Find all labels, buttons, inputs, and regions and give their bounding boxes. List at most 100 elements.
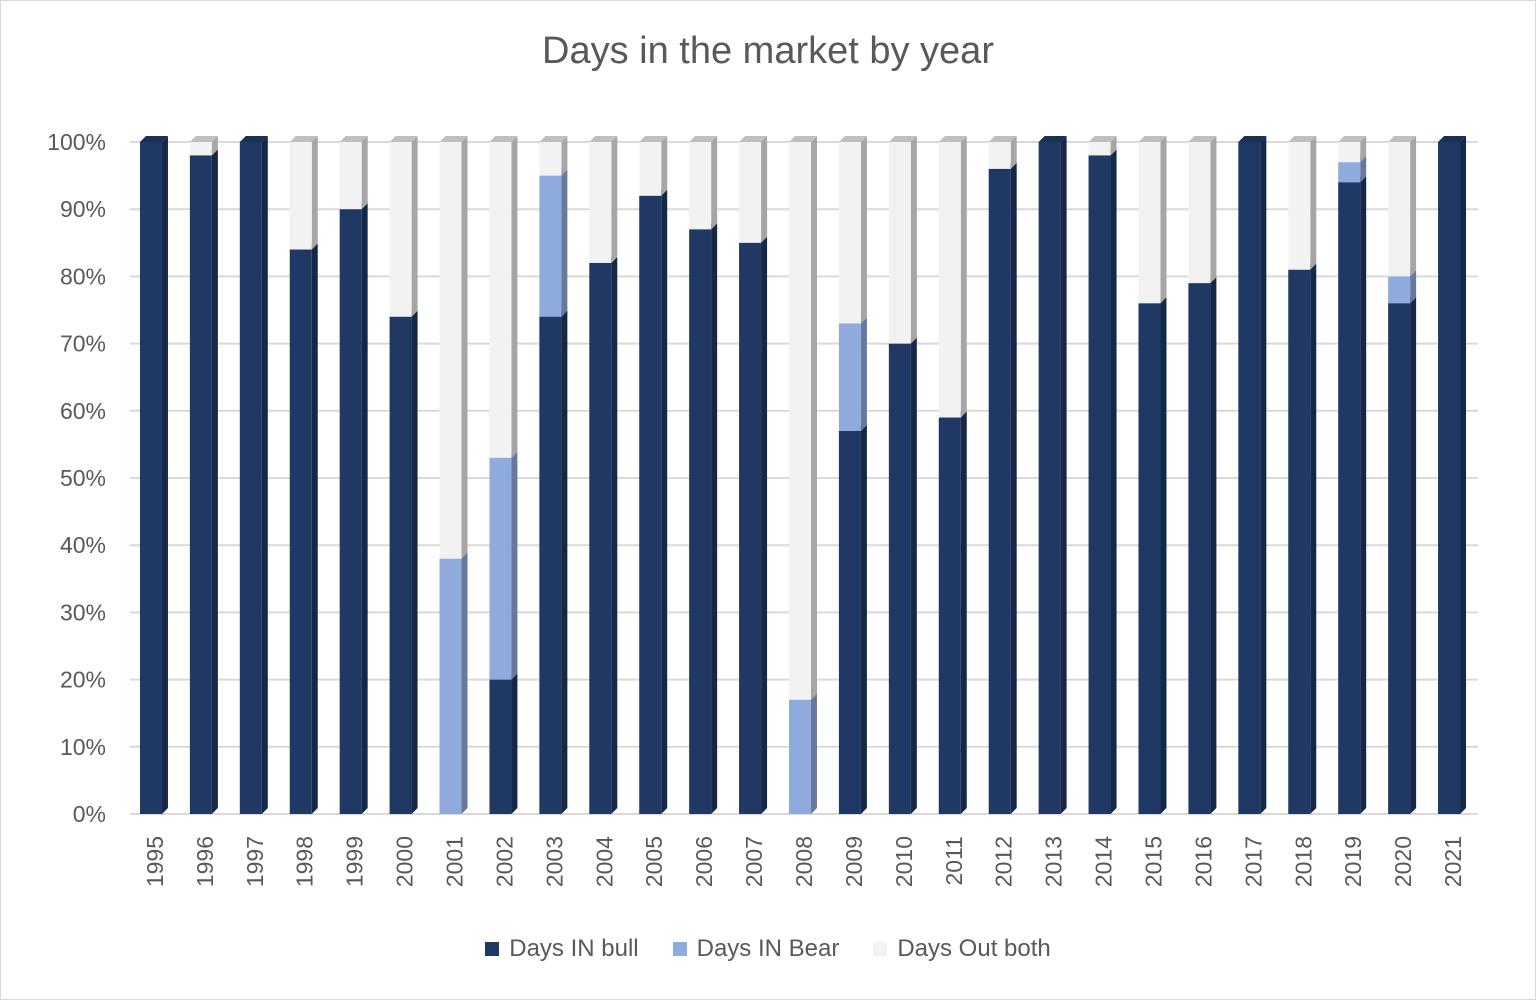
bar-side: [910, 337, 917, 814]
bar-side: [1410, 297, 1417, 814]
x-tick-label: 2020: [1390, 836, 1416, 887]
bar-side: [761, 136, 768, 243]
bar-side: [960, 411, 967, 814]
bar-top: [1288, 136, 1317, 142]
bar-days-out-both-2016: [1188, 136, 1217, 284]
bar-front: [1388, 276, 1411, 304]
bar-days-out-both-2014: [1088, 136, 1117, 156]
bar-front: [1038, 142, 1061, 814]
bar-days-out-both-2010: [888, 136, 917, 344]
bar-front: [1188, 142, 1211, 284]
x-tick-label: 2009: [841, 836, 867, 887]
bar-side: [561, 310, 568, 814]
bar-side: [661, 136, 668, 196]
bar-top: [289, 136, 318, 142]
bar-side: [211, 136, 218, 156]
bar-front: [1288, 269, 1311, 814]
bar-side: [1160, 136, 1167, 304]
bar-days-out-both-2002: [489, 136, 518, 458]
y-tick-label: 40%: [60, 532, 106, 558]
bar-days-in-bear-2008: [789, 693, 817, 814]
legend-swatch-bull: [485, 942, 500, 956]
bar-side: [1060, 136, 1067, 814]
x-tick-label: 2010: [891, 836, 917, 887]
bar-side: [910, 136, 917, 344]
bar-days-in-bull-1998: [289, 243, 318, 814]
bar-front: [938, 142, 961, 418]
bar-days-in-bull-2009: [838, 424, 867, 814]
bar-front: [1138, 142, 1161, 304]
x-tick-label: 2018: [1290, 836, 1316, 887]
legend-swatch-out: [873, 942, 888, 956]
bar-top: [689, 136, 718, 142]
bar-side: [1360, 156, 1367, 183]
bar-days-in-bear-2003: [539, 169, 568, 317]
bar-front: [988, 168, 1011, 814]
bar-top: [938, 136, 967, 142]
x-tick-label: 1996: [192, 836, 218, 887]
bar-top: [539, 136, 568, 142]
bar-side: [811, 693, 817, 814]
y-tick-label: 10%: [60, 734, 106, 760]
bar-front: [1338, 182, 1361, 814]
bar-top: [239, 136, 268, 142]
bar-front: [639, 142, 662, 196]
bar-front: [589, 262, 612, 815]
x-tick-label: 2021: [1440, 836, 1466, 887]
bars: [139, 136, 1467, 815]
bar-front: [1088, 155, 1111, 814]
bar-front: [689, 142, 712, 230]
bar-days-out-both-2011: [938, 136, 967, 418]
bar-side: [860, 136, 867, 324]
bar-days-in-bull-2007: [739, 236, 768, 815]
x-tick-label: 2013: [1041, 836, 1067, 887]
bar-top: [339, 136, 368, 142]
bar-top: [389, 136, 418, 142]
bar-side: [711, 223, 718, 815]
bar-front: [888, 142, 911, 344]
bar-front: [539, 175, 562, 317]
bar-top: [1438, 136, 1467, 142]
legend-label-bear: Days IN Bear: [696, 935, 840, 962]
bar-front: [339, 209, 362, 814]
bar-side: [611, 256, 618, 815]
legend-swatch-bear: [672, 942, 687, 956]
bar-front: [838, 323, 861, 431]
x-tick-label: 2015: [1140, 836, 1166, 887]
bar-top: [838, 136, 867, 142]
bar-days-in-bear-2009: [838, 317, 867, 431]
bar-side: [960, 136, 967, 418]
bar-top: [1188, 136, 1217, 142]
bar-side: [1410, 136, 1417, 277]
x-tick-label: 2006: [691, 836, 717, 887]
bar-front: [389, 142, 412, 317]
bar-days-in-bear-2002: [489, 451, 518, 680]
x-axis-ticks: 1995 1996 1997 1998 1999 2000 2001 2002 2003 2004…: [142, 836, 1466, 887]
y-tick-label: 60%: [60, 398, 106, 424]
y-tick-label: 0%: [73, 801, 106, 827]
bar-front: [539, 142, 562, 176]
bar-days-out-both-1996: [189, 136, 218, 156]
x-tick-label: 2017: [1240, 836, 1266, 887]
legend-label-out: Days Out both: [897, 935, 1051, 962]
bar-front: [1288, 142, 1311, 270]
legend: Days IN bull Days IN Bear Days Out both: [0, 935, 1536, 963]
bar-front: [1138, 303, 1161, 814]
bar-front: [838, 430, 861, 814]
bar-days-in-bull-1995: [139, 136, 168, 814]
bar-front: [189, 142, 212, 156]
bar-front: [539, 316, 562, 814]
x-tick-label: 2011: [941, 836, 967, 885]
bar-front: [439, 142, 462, 559]
bar-front: [139, 142, 162, 814]
bar-front: [988, 142, 1011, 169]
legend-item-bull: Days IN bull: [485, 935, 639, 963]
bar-side: [860, 317, 867, 431]
bar-top: [639, 136, 668, 142]
bar-days-out-both-2012: [988, 136, 1017, 169]
bar-side: [860, 424, 867, 814]
legend-item-bear: Days IN Bear: [672, 935, 840, 963]
bar-front: [1238, 142, 1261, 814]
bar-side: [661, 189, 668, 814]
bar-side: [261, 136, 268, 814]
